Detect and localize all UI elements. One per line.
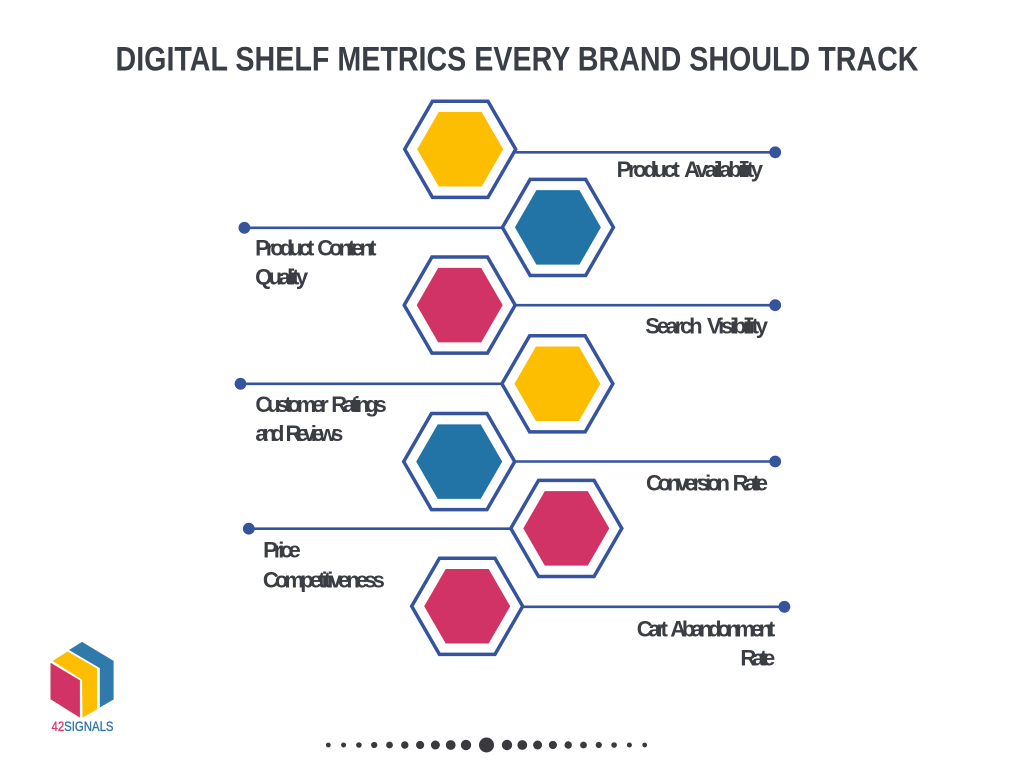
- svg-text:Competitiveness: Competitiveness: [263, 568, 385, 593]
- svg-text:Conversion Rate: Conversion Rate: [646, 470, 768, 495]
- svg-text:Rate: Rate: [740, 646, 775, 671]
- svg-text:Search Visibility: Search Visibility: [645, 314, 768, 339]
- svg-text:Customer Ratings: Customer Ratings: [255, 392, 386, 417]
- svg-text:Cart Abandonment: Cart Abandonment: [637, 616, 776, 641]
- svg-text:Product Content: Product Content: [255, 236, 377, 261]
- svg-text:Price: Price: [263, 538, 301, 563]
- svg-text:DIGITAL SHELF METRICS EVERY BR: DIGITAL SHELF METRICS EVERY BRAND SHOULD…: [116, 41, 919, 79]
- svg-text:and Reviews: and Reviews: [255, 421, 343, 446]
- svg-text:42SIGNALS: 42SIGNALS: [52, 719, 114, 734]
- svg-text:Product Availability: Product Availability: [617, 157, 764, 182]
- svg-text:Quality: Quality: [255, 265, 309, 290]
